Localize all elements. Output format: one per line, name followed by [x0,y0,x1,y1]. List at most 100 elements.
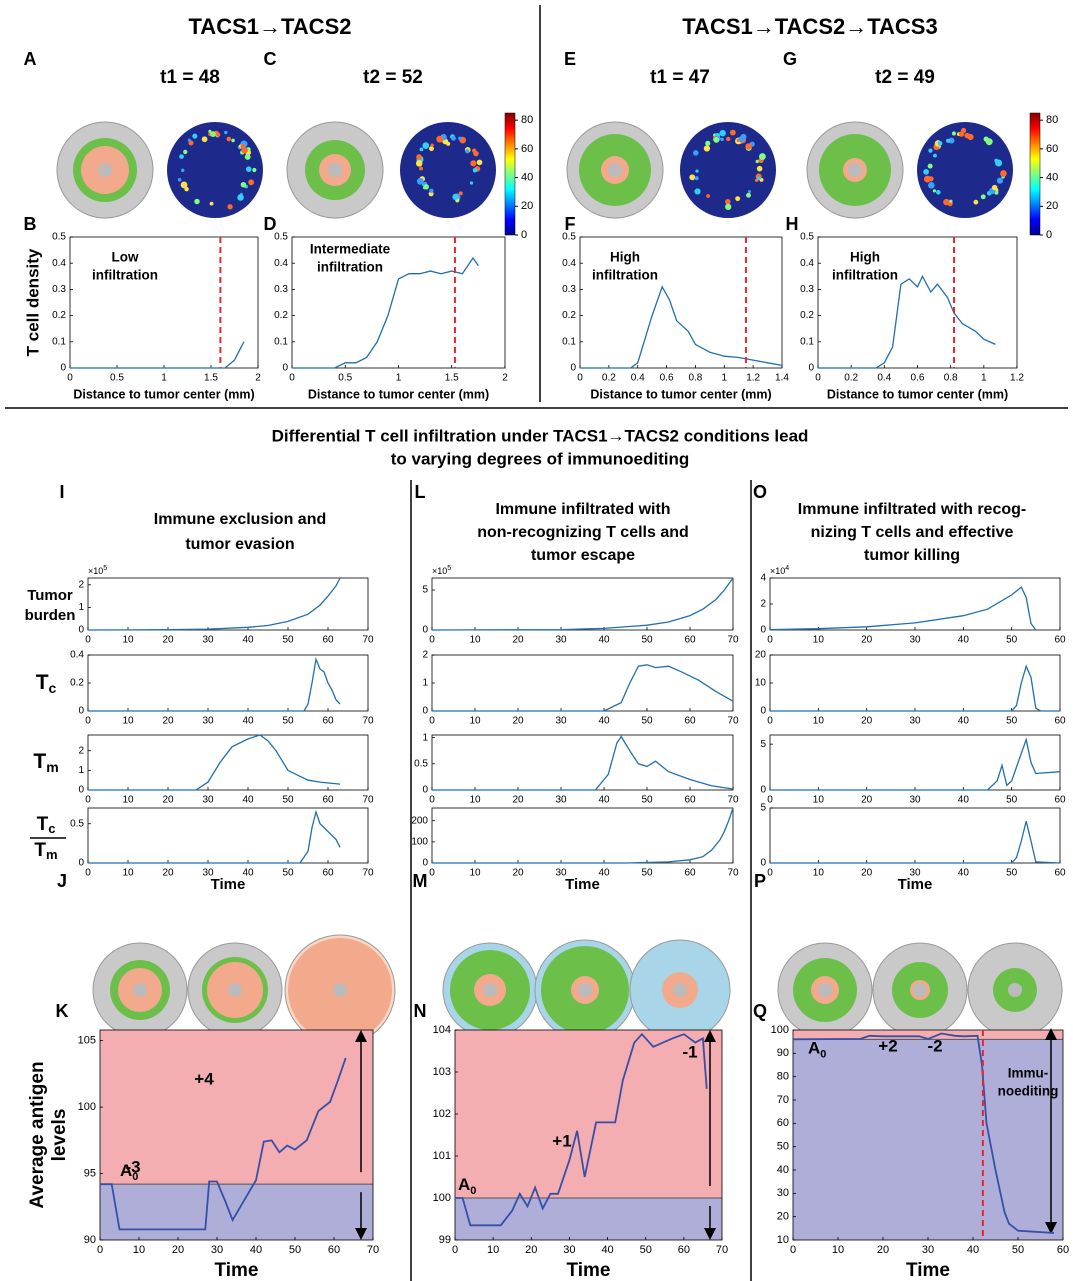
y-tick-label: 0.3 [274,284,288,295]
x-tick-label: 0.6 [911,373,925,384]
x-tick-label: 60 [1054,868,1066,879]
x-tick-label: 30 [909,716,921,727]
heatmap-spot [470,181,473,184]
x-tick-label: 50 [1006,635,1018,646]
heatmap-spot [227,137,231,141]
x-tick-label: 0 [429,635,435,646]
tumor-center [133,983,147,997]
annotation: -3 [125,1157,140,1176]
heatmap-spot [422,142,429,149]
x-tick-label: 10 [469,795,481,806]
x-tick-label: 0.8 [944,373,958,384]
data-line [770,821,1060,863]
heatmap-spot [416,154,422,160]
y-tick-label: 0 [760,625,766,636]
y-tick-label: 103 [433,1066,451,1078]
heatmap-spot [952,131,956,135]
heatmap-spot [706,194,710,198]
heatmap-spot [252,168,256,172]
x-tick-label: 40 [967,1244,979,1256]
x-tick-label: 20 [877,1244,889,1256]
y-tick-label: 0.1 [274,336,288,347]
x-tick-label: 20 [512,795,524,806]
y-tick-label: 99 [439,1234,451,1246]
heatmap-spot [695,176,699,180]
y-tick-label: 0.3 [52,284,66,295]
x-tick-label: 70 [727,868,739,879]
panel-letter: O [753,482,767,502]
column-title: non-recognizing T cells and [477,524,689,541]
y-tick-label: 20 [755,650,767,661]
heatmap-spot [928,148,932,152]
x-tick-label: 50 [1006,868,1018,879]
heatmap-spot [936,190,941,195]
plot-frame [88,808,368,863]
y-tick-label: 0.3 [800,284,814,295]
x-tick-label: 50 [282,635,294,646]
y-axis-label: levels [49,1109,70,1162]
x-axis-label: Distance to tumor center (mm) [827,387,1008,401]
column-title: tumor evasion [185,536,294,553]
x-tick-label: 1 [396,373,402,384]
x-axis-label: Time [566,1260,610,1281]
x-tick-label: 70 [362,635,374,646]
x-tick-label: 10 [122,635,134,646]
x-tick-label: 10 [469,868,481,879]
data-line [770,666,1060,711]
x-tick-label: 1.5 [204,373,218,384]
colorbar [505,113,515,235]
column-title: tumor escape [531,547,635,564]
tumor-center [913,983,927,997]
annotation: -2 [927,1036,942,1055]
column-title: nizing T cells and effective [811,524,1014,541]
panel-letter: L [415,482,426,502]
x-tick-label: 30 [202,795,214,806]
heatmap-spot [986,138,993,145]
x-tick-label: 0 [85,716,91,727]
x-tick-label: 0 [97,1244,103,1256]
tumor-center [483,983,497,997]
heatmap-spot [748,190,751,193]
x-tick-label: 20 [162,795,174,806]
heatmap-spot [704,145,710,151]
y-tick-label: 20 [777,1211,789,1223]
tumor-center [328,163,342,177]
text-part: c [48,821,55,836]
heatmap-spot [938,141,943,146]
x-tick-label: 70 [727,635,739,646]
y-tick-label: 101 [433,1150,451,1162]
panel-letter: Q [753,1001,767,1021]
x-tick-label: 1 [722,373,728,384]
x-tick-label: 50 [641,716,653,727]
y-tick-label: 104 [433,1024,451,1036]
annotation: +4 [194,1069,214,1088]
annotation: Intermediate [310,242,391,257]
x-tick-label: 1.5 [445,373,459,384]
axis-multiplier: ×105 [88,565,107,577]
heatmap-spot [994,159,998,163]
x-axis-label: Distance to tumor center (mm) [590,387,771,401]
annotation: Immu- [1008,1066,1049,1081]
x-tick-label: 50 [641,868,653,879]
time-label: t2 = 52 [363,67,423,88]
x-tick-label: 60 [684,795,696,806]
text-part: ×10 [432,566,447,576]
heatmap-spot [246,166,252,172]
y-tick-label: 0 [422,706,428,717]
x-tick-label: 0.6 [660,373,674,384]
y-tick-label: 2 [422,650,428,661]
column-title: Immune infiltrated with [495,501,670,518]
panel-letter: K [56,1001,69,1021]
text-part: m [46,847,58,862]
x-tick-label: 60 [322,868,334,879]
heatmap-spot [757,177,761,181]
heatmap-spot [224,131,227,134]
annotation: +1 [552,1131,571,1150]
y-tick-label: 0.5 [562,232,576,243]
y-tick-label: 70 [777,1094,789,1106]
x-tick-label: 50 [640,1244,652,1256]
x-tick-label: 10 [133,1244,145,1256]
x-tick-label: 30 [909,795,921,806]
y-tick-label: 95 [84,1167,96,1179]
heatmap-spot [436,136,443,143]
